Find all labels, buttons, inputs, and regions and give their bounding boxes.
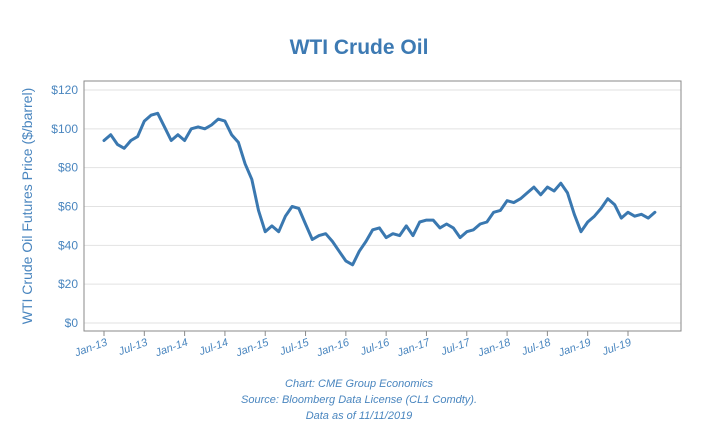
y-tick-label: $100 (51, 122, 78, 136)
y-tick-label: $120 (51, 83, 78, 97)
x-tick-label: Jan-19 (556, 337, 593, 360)
x-tick-label: Jan-14 (153, 337, 190, 360)
x-tick-label: Jul-15 (277, 336, 311, 358)
series-line-wti (102, 111, 657, 267)
chart-title: WTI Crude Oil (289, 36, 429, 59)
x-tick-label: Jul-17 (439, 336, 473, 358)
x-tick-label: Jan-17 (395, 336, 432, 359)
x-tick-label: Jul-19 (600, 337, 633, 359)
y-tick-label: $20 (58, 277, 78, 291)
y-tick-label: $0 (65, 316, 79, 330)
x-tick-label: Jul-16 (358, 336, 392, 358)
caption-data-date: Data as of 11/11/2019 (305, 410, 413, 422)
x-axis: Jan-13 Jul-13 Jan-14 Jul-14 Jan-15 Jul-15 Jan-… (72, 331, 633, 360)
plot-border (83, 80, 682, 332)
x-tick-label: Jan-13 (72, 336, 109, 359)
x-tick-label: Jan-15 (234, 336, 271, 359)
caption-chart-credit: Chart: CME Group Economics (285, 378, 433, 390)
x-tick-label: Jan-16 (314, 336, 351, 359)
y-tick-label: $40 (58, 238, 78, 252)
y-tick-label: $80 (58, 161, 78, 175)
gridlines (84, 89, 681, 324)
x-tick-label: Jan-18 (475, 336, 512, 359)
x-tick-label: Jul-18 (519, 336, 553, 358)
y-axis-label: WTI Crude Oil Futures Price ($/barrel) (19, 88, 35, 325)
x-tick-label: Jul-14 (197, 337, 230, 359)
y-axis: $0 $20 $40 $60 $80 $100 $120 (51, 83, 78, 330)
y-tick-label: $60 (58, 200, 78, 214)
caption-source: Source: Bloomberg Data License (CL1 Comd… (241, 394, 477, 406)
x-tick-label: Jul-13 (116, 336, 150, 358)
